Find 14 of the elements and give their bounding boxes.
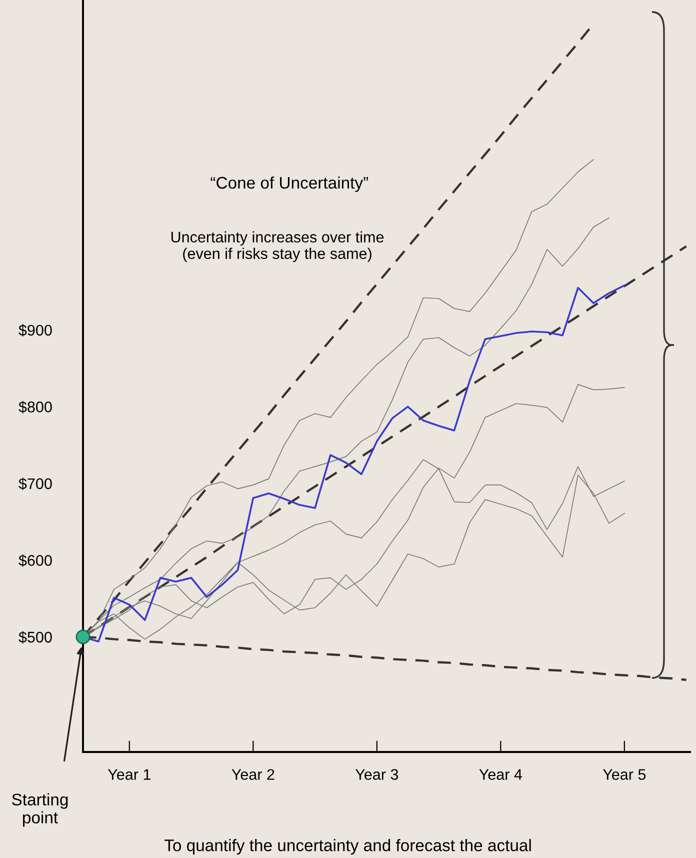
x-tick-label: Year 3: [355, 769, 398, 780]
text: Starting point: [12, 793, 68, 827]
x-tick-label: Year 5: [602, 769, 646, 780]
text: To quantify the uncertainty and forecast the actual: [164, 839, 531, 855]
text: “Cone of Uncertainty”: [210, 176, 368, 192]
x-tick-label: Year 4: [479, 769, 522, 780]
x-tick-label: Year 2: [232, 769, 274, 780]
y-tick-label: $800: [18, 400, 52, 414]
y-tick-label: $900: [18, 324, 52, 337]
y-tick-label: $700: [18, 478, 52, 490]
y-tick-label: $500: [18, 631, 52, 644]
y-tick-label: $600: [18, 554, 52, 567]
text: Uncertainty increases over time (even if risks stay the same): [171, 231, 384, 262]
x-tick-label: Year 1: [108, 769, 150, 780]
